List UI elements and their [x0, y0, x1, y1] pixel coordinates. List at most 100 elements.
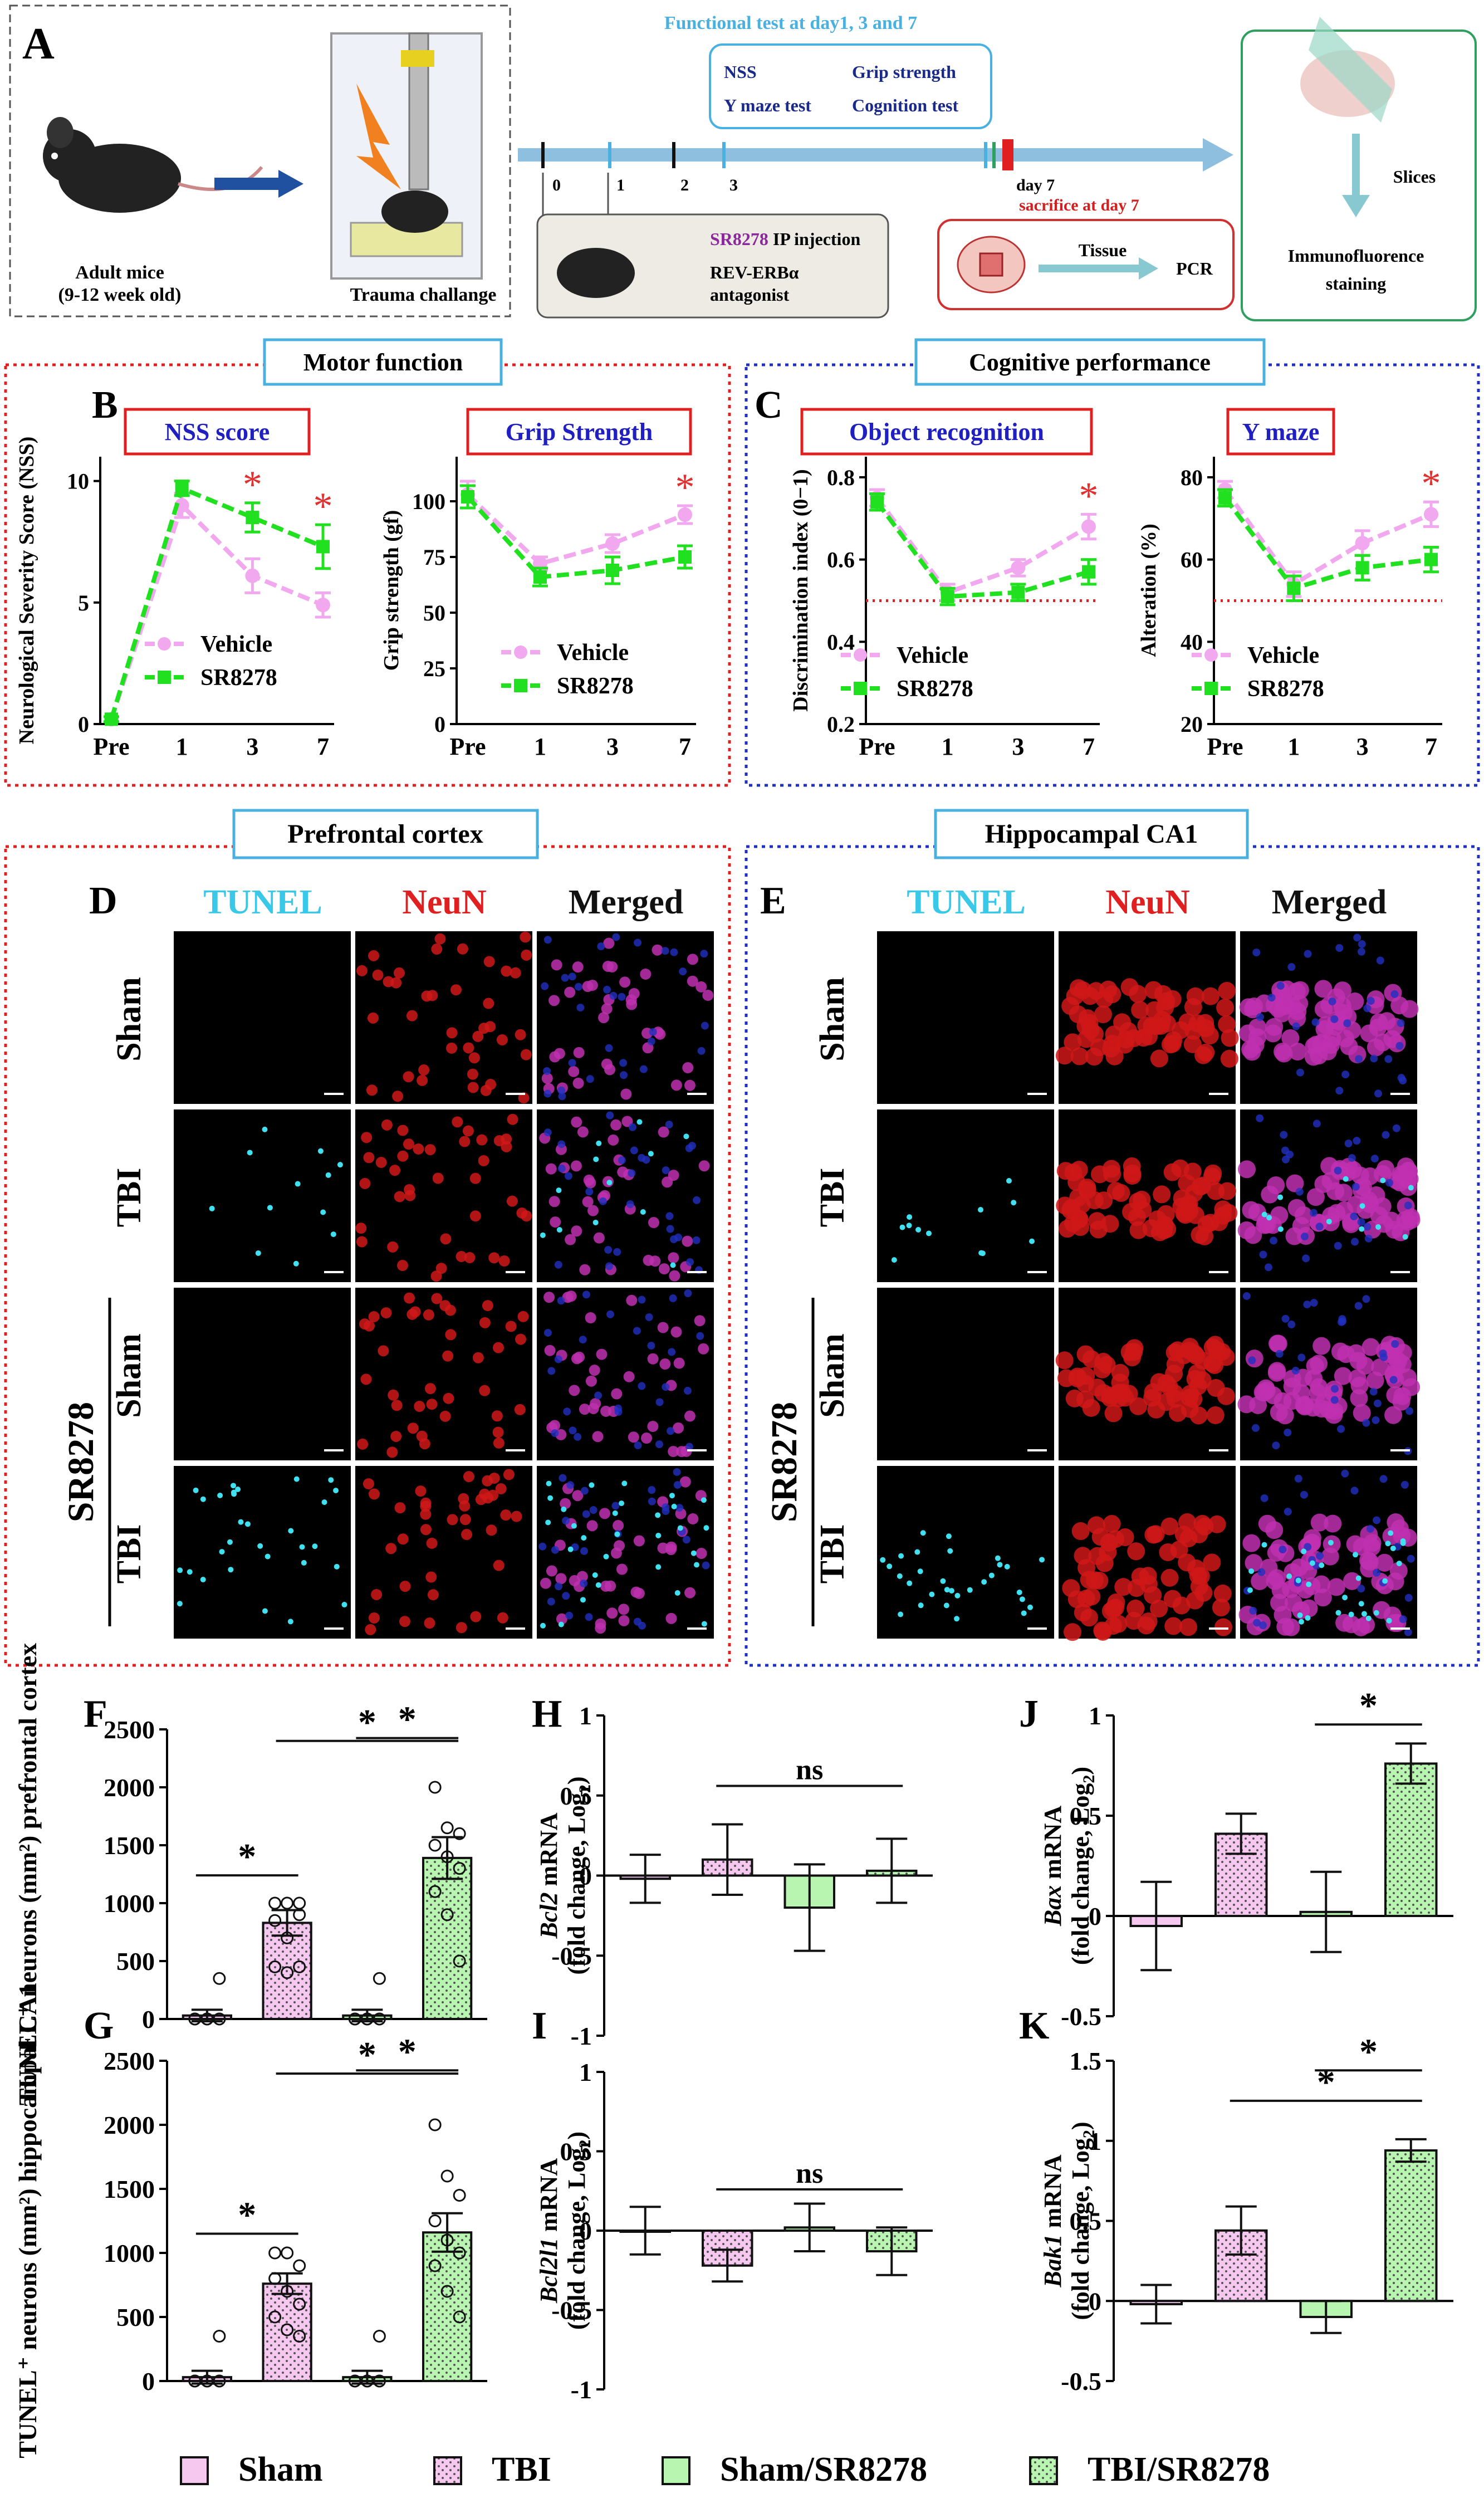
cell: [1065, 1389, 1084, 1407]
sacrifice-label: sacrifice at day 7: [1019, 196, 1139, 214]
tunel-cell: [328, 1477, 334, 1483]
legend-vehicle: Vehicle: [200, 632, 272, 657]
cell: [573, 1047, 585, 1058]
significance-star: *: [1422, 462, 1441, 505]
motor-header: Motor function: [303, 349, 463, 376]
tunel-cell: [690, 1550, 697, 1556]
cell: [480, 1084, 492, 1096]
cell: [565, 1290, 577, 1302]
nucleus: [1303, 1301, 1311, 1309]
legend-marker-vehicle: [158, 637, 171, 651]
tunel-cell: [1380, 1177, 1386, 1184]
cell: [572, 1077, 584, 1089]
fold-label: (fold change, Log: [1067, 1783, 1094, 1965]
data-point: [268, 1914, 282, 1927]
nucleus: [585, 1613, 593, 1621]
nucleus: [1407, 1554, 1415, 1563]
cell: [417, 1074, 428, 1086]
nucleus: [1334, 1166, 1342, 1175]
cell: [1321, 1172, 1340, 1190]
nucleus: [547, 1367, 556, 1375]
panel-letter-g: G: [84, 2005, 114, 2047]
cell: [517, 1311, 529, 1322]
mouse-label: Adult mice: [75, 262, 164, 283]
nucleus: [669, 1294, 677, 1303]
nucleus: [1260, 1494, 1268, 1502]
cell: [606, 1607, 618, 1619]
nucleus: [1404, 1593, 1413, 1602]
cell: [1237, 1395, 1256, 1414]
cell: [391, 1400, 403, 1411]
cell: [1094, 1005, 1112, 1024]
cell: [1067, 1590, 1086, 1609]
cell: [383, 976, 394, 987]
tunel-cell: [200, 1496, 206, 1502]
nucleus: [1253, 1619, 1261, 1627]
cell: [425, 1571, 437, 1583]
cell: [1320, 1157, 1339, 1175]
data-point-sr8278: [1424, 553, 1438, 566]
legend-sr8278: SR8278: [1247, 676, 1324, 702]
cell: [1203, 1355, 1222, 1373]
y-axis-label: TUNEL⁺ neurons (mm²) prefrontal cortex: [13, 1643, 42, 2105]
tunel-cell: [1402, 1234, 1408, 1240]
nucleus: [566, 1481, 575, 1489]
tunel-cell: [1335, 1610, 1341, 1616]
gene-suffix: mRNA: [1039, 1806, 1066, 1885]
cell: [1104, 1404, 1123, 1422]
cell: [1087, 1516, 1105, 1534]
cell: [1131, 1567, 1149, 1586]
cell: [1361, 1338, 1380, 1356]
y-tick-label: 1: [1089, 2127, 1101, 2155]
tunel-cell: [621, 1480, 628, 1487]
nucleus: [551, 1429, 559, 1438]
tunel-cell: [670, 1262, 676, 1268]
cell: [447, 1514, 458, 1526]
cell: [673, 1422, 684, 1434]
cell: [1074, 981, 1092, 999]
cell: [1292, 1216, 1310, 1235]
tunel-cell: [1400, 1540, 1406, 1546]
data-point: [200, 2012, 214, 2026]
data-point: [373, 2374, 386, 2388]
tunel-cell: [1277, 1226, 1284, 1232]
y-tick-label: -0.5: [1061, 2002, 1101, 2031]
series-line-vehicle: [109, 501, 324, 720]
nucleus: [1258, 1621, 1267, 1630]
x-tick-label: Pre: [1207, 733, 1243, 760]
cell: [568, 1065, 580, 1077]
box-ymaze: Y maze test: [724, 95, 811, 115]
y-axis-label-fold: (fold change, Log2): [563, 2132, 594, 2330]
y-tick-label: 1500: [104, 1831, 155, 1860]
data-point-sr8278: [1287, 581, 1301, 595]
tunel-cell: [187, 1569, 193, 1575]
drug-class2: antagonist: [710, 285, 790, 305]
nucleus: [634, 938, 642, 947]
box-nss: NSS: [724, 62, 757, 82]
cell: [434, 933, 446, 945]
cell: [468, 1052, 480, 1064]
micrograph-merged: [1237, 1109, 1421, 1282]
data-point-vehicle: [1424, 507, 1438, 522]
nucleus: [638, 1153, 646, 1162]
panel-letter-c: C: [755, 384, 783, 427]
cell: [1348, 1369, 1367, 1387]
gene-suffix: mRNA: [535, 2158, 562, 2238]
nucleus: [1310, 1299, 1318, 1307]
tunel-cell: [1021, 1610, 1027, 1616]
data-point-sr8278: [105, 712, 118, 726]
micrograph-tunel: [877, 1466, 1054, 1639]
nucleus: [582, 1290, 590, 1299]
y-tick-label: 0: [1089, 1902, 1101, 1930]
cell: [393, 967, 405, 979]
tunel-cell: [1386, 1617, 1392, 1624]
cell: [1144, 1383, 1162, 1401]
cell: [574, 1351, 585, 1363]
y-tick-label: 0.6: [827, 547, 855, 573]
y-tick-label: 75: [423, 545, 445, 570]
y-tick-label: 1500: [104, 2175, 155, 2203]
nucleus: [1310, 1209, 1318, 1217]
cell: [1218, 1015, 1236, 1034]
cell: [498, 1255, 510, 1267]
